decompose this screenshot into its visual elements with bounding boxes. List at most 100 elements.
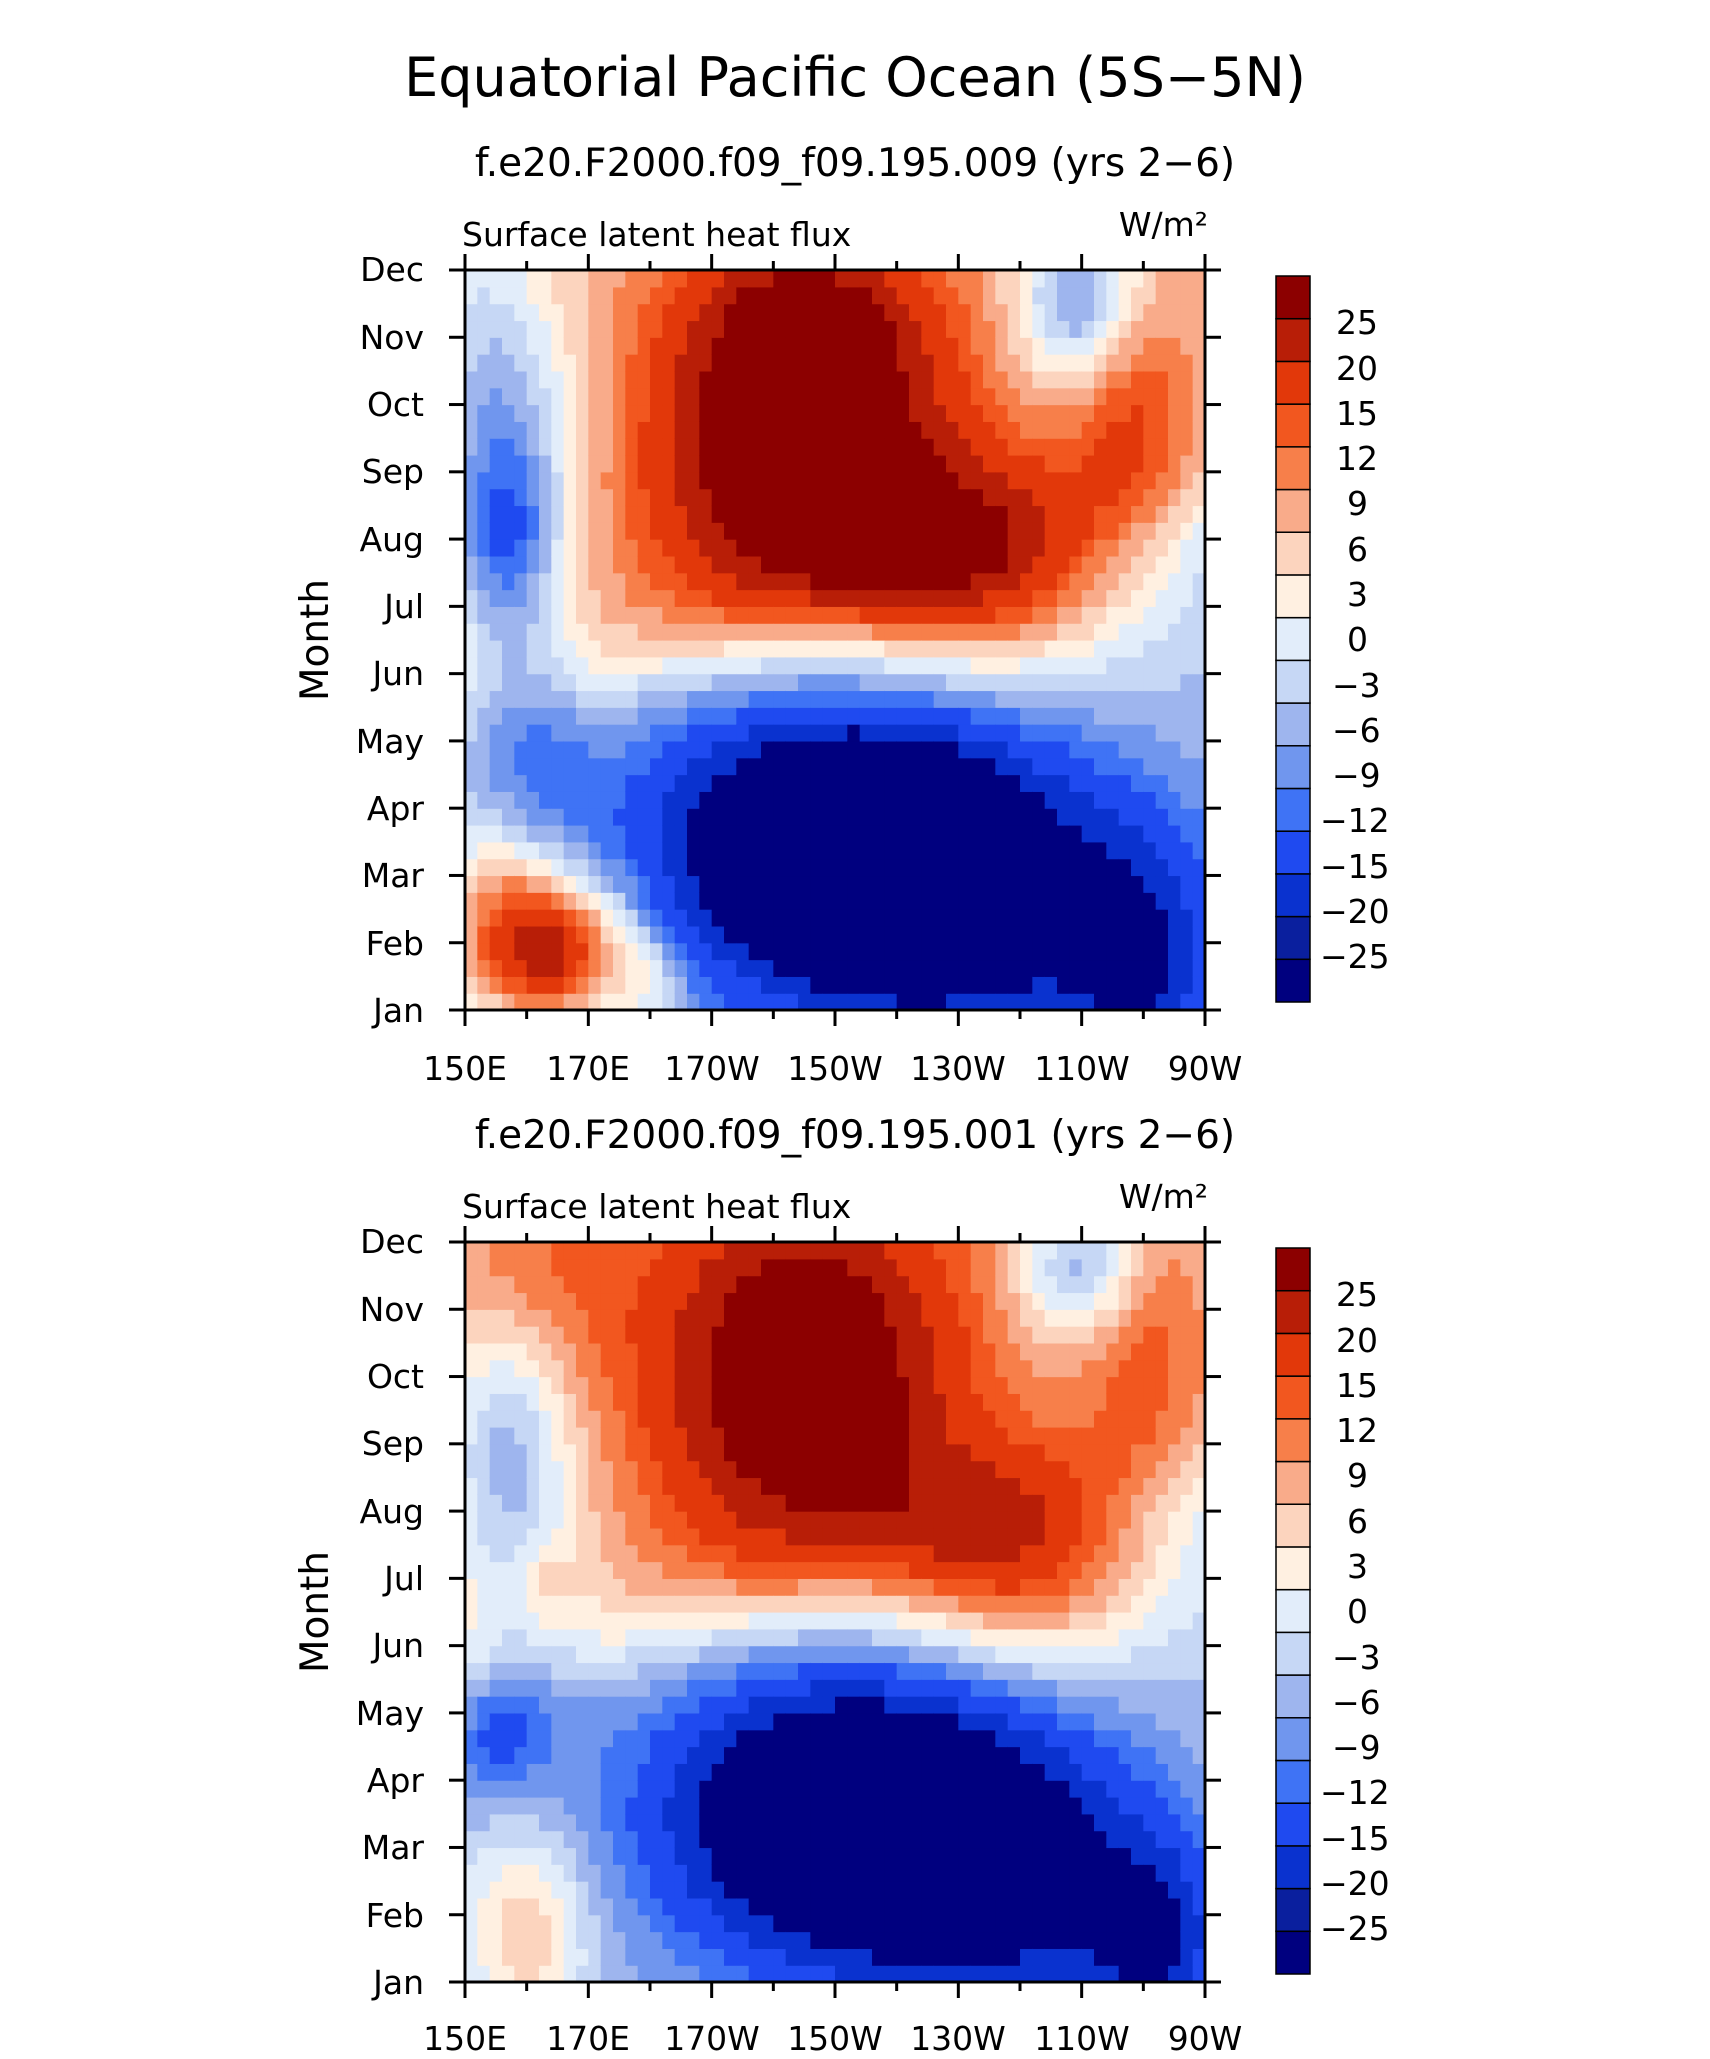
field-cell [1032,1561,1046,1579]
field-cell [489,1326,503,1344]
field-cell [588,1628,602,1647]
field-cell [1192,724,1206,742]
panel-1-cbar-label-0: 0 [1347,620,1368,659]
field-cell [736,1275,750,1294]
field-cell [970,1746,984,1764]
field-cell [761,724,774,742]
field-cell [1118,623,1132,641]
field-cell [872,757,885,776]
field-cell [736,404,750,422]
field-cell [872,1595,885,1613]
field-cell [1044,1376,1058,1394]
field-cell [526,1628,540,1647]
field-cell [872,539,885,557]
field-cell [526,707,540,725]
field-cell [958,1494,972,1512]
field-cell [785,1948,799,1966]
panel-1-ytick-feb: Feb [366,924,424,963]
field-cell [600,320,614,338]
field-cell [576,892,589,910]
field-cell [724,993,737,1011]
field-cell [1057,1309,1070,1327]
field-cell [674,1645,688,1664]
field-cell [699,1679,713,1697]
field-cell [921,909,935,927]
field-cell [576,1881,589,1899]
field-cell [674,774,688,792]
field-cell [970,942,984,961]
field-cell [502,505,515,523]
field-cell [687,1612,700,1630]
field-cell [724,1544,737,1563]
field-cell [489,1931,503,1949]
field-cell [884,1544,898,1563]
field-cell [822,606,836,624]
field-cell [970,1242,984,1260]
field-cell [724,1410,737,1428]
field-cell [958,1612,972,1630]
field-cell [576,707,589,725]
field-cell [502,925,515,944]
field-cell [526,1746,540,1764]
field-cell [1081,1679,1095,1697]
field-cell [1032,757,1046,776]
field-cell [526,808,540,826]
field-cell [896,1628,910,1647]
field-cell [1081,337,1095,355]
field-cell [674,337,688,355]
field-cell [1044,1309,1058,1327]
field-cell [514,404,528,422]
field-cell [835,1864,848,1882]
field-cell [1007,1780,1021,1798]
field-cell [724,1612,737,1630]
field-cell [847,724,861,742]
field-cell [724,1242,737,1260]
field-cell [576,959,589,977]
field-cell [933,303,947,322]
field-cell [637,1578,651,1596]
field-cell [526,1292,540,1310]
field-cell [1044,909,1058,927]
field-cell [958,942,972,961]
field-cell [1180,303,1194,322]
field-cell [909,858,922,877]
field-cell [736,1864,750,1882]
field-cell [711,825,725,843]
field-cell [600,774,614,792]
field-cell [1020,387,1033,406]
field-cell [1044,1679,1058,1697]
field-cell [1020,1897,1033,1916]
field-cell [872,1393,885,1411]
field-cell [1106,993,1120,1011]
field-cell [1044,1729,1058,1748]
field-cell [465,438,478,456]
field-cell [1192,387,1206,406]
field-cell [958,1931,972,1949]
field-cell [687,1645,700,1664]
field-cell [637,1830,651,1849]
field-cell [563,1712,577,1731]
field-cell [970,1914,984,1933]
field-cell [822,1763,836,1781]
field-cell [921,404,935,422]
field-cell [773,303,787,322]
field-cell [724,808,737,826]
field-cell [625,606,639,624]
field-cell [662,656,676,675]
field-cell [921,1511,935,1529]
field-cell [613,1830,626,1849]
field-cell [674,270,688,288]
field-cell [1032,1612,1046,1630]
field-cell [748,690,762,708]
field-cell [785,1326,799,1344]
field-cell [761,1612,774,1630]
field-cell [822,1712,836,1731]
colorbar-swatch [1275,360,1311,405]
field-cell [1007,791,1021,809]
field-cell [576,808,589,826]
field-cell [785,1763,799,1781]
field-cell [600,1359,614,1378]
field-cell [896,858,910,877]
field-cell [822,690,836,708]
field-cell [1044,774,1058,792]
